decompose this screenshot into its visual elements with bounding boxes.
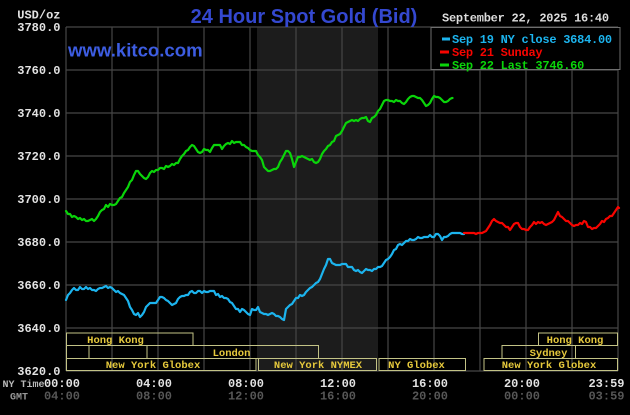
svg-text:USD/oz: USD/oz — [17, 9, 60, 23]
svg-text:12:00: 12:00 — [228, 390, 264, 404]
svg-text:GMT: GMT — [10, 393, 28, 404]
svg-text:16:00: 16:00 — [320, 390, 356, 404]
svg-text:00:00: 00:00 — [504, 390, 540, 404]
svg-text:20:00: 20:00 — [504, 377, 540, 391]
svg-text:3660.0: 3660.0 — [17, 279, 60, 293]
svg-text:www.kitco.com: www.kitco.com — [67, 40, 203, 61]
svg-text:16:00: 16:00 — [412, 377, 448, 391]
svg-text:3700.0: 3700.0 — [17, 193, 60, 207]
svg-text:3780.0: 3780.0 — [17, 21, 60, 35]
svg-text:00:00: 00:00 — [44, 377, 80, 391]
svg-text:04:00: 04:00 — [44, 390, 80, 404]
svg-text:20:00: 20:00 — [412, 390, 448, 404]
svg-text:3680.0: 3680.0 — [17, 236, 60, 250]
svg-text:3640.0: 3640.0 — [17, 322, 60, 336]
svg-text:New York Globex: New York Globex — [502, 360, 597, 372]
svg-text:08:00: 08:00 — [136, 390, 172, 404]
svg-text:New York Globex: New York Globex — [106, 360, 201, 372]
svg-text:12:00: 12:00 — [320, 377, 356, 391]
svg-text:London: London — [213, 348, 251, 360]
svg-text:September 22, 2025 16:40: September 22, 2025 16:40 — [442, 12, 609, 26]
svg-text:08:00: 08:00 — [228, 377, 264, 391]
svg-text:Sydney: Sydney — [530, 348, 569, 360]
svg-text:24 Hour Spot Gold (Bid): 24 Hour Spot Gold (Bid) — [191, 6, 418, 28]
svg-text:3720.0: 3720.0 — [17, 150, 60, 164]
svg-text:3620.0: 3620.0 — [17, 365, 60, 379]
svg-text:New York NYMEX: New York NYMEX — [274, 360, 363, 372]
svg-text:04:00: 04:00 — [136, 377, 172, 391]
svg-text:NY Globex: NY Globex — [388, 360, 445, 372]
svg-text:Sep 19 NY close 3684.00: Sep 19 NY close 3684.00 — [452, 33, 612, 47]
svg-text:03:59: 03:59 — [588, 390, 624, 404]
svg-text:3760.0: 3760.0 — [17, 64, 60, 78]
svg-text:NY Time: NY Time — [3, 379, 45, 391]
svg-text:Sep 22 Last 3746.60: Sep 22 Last 3746.60 — [452, 59, 584, 73]
svg-text:Hong Kong: Hong Kong — [547, 335, 604, 347]
svg-text:Sep 21 Sunday: Sep 21 Sunday — [452, 46, 542, 60]
svg-text:23:59: 23:59 — [588, 377, 624, 391]
svg-text:Hong Kong: Hong Kong — [87, 335, 144, 347]
svg-text:3740.0: 3740.0 — [17, 107, 60, 121]
